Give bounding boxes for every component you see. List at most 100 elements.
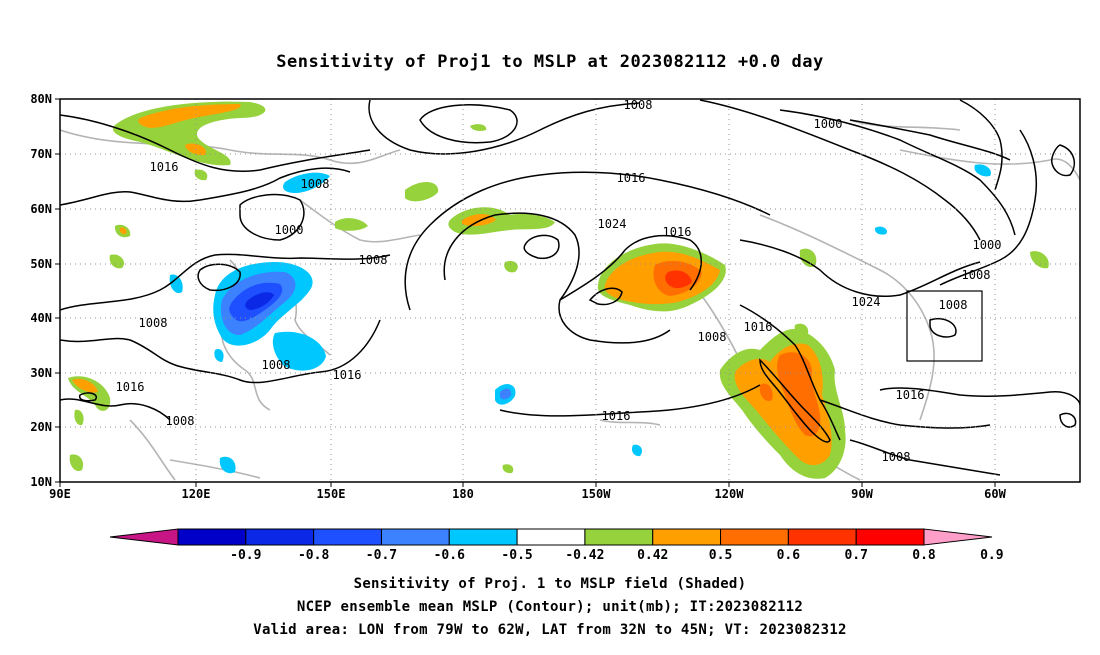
x-tick-label: 120E (182, 487, 211, 501)
y-tick-label: 40N (30, 311, 52, 325)
map-frame (59, 98, 1081, 483)
y-tick-label: 20N (30, 420, 52, 434)
colorbar-cell (787, 528, 857, 546)
contour-label: 1000 (275, 223, 304, 237)
shade-negative (874, 226, 888, 235)
contour-label: 1008 (139, 316, 168, 330)
shade-negative (500, 388, 512, 400)
colorbar-label: -0.7 (366, 548, 397, 563)
x-tick-label: 90E (49, 487, 71, 501)
shade-positive (502, 464, 514, 474)
shade-positive (799, 248, 817, 268)
shade-positive (1030, 251, 1049, 269)
shade-positive (335, 218, 368, 231)
contour-label: 1000 (973, 238, 1002, 252)
contour-label: 1008 (624, 98, 653, 112)
shade-negative (283, 172, 330, 194)
contour-label: 1016 (116, 380, 145, 394)
contour-label: 1016 (150, 160, 179, 174)
colorbar: -0.9 -0.8 -0.7 -0.6 -0.5 -0.42 0.42 0.5 0.6 0.7 0.… (109, 528, 1004, 563)
shade-positive (185, 143, 206, 156)
x-tick-label: 150E (317, 487, 346, 501)
tick-marks (55, 98, 996, 487)
colorbar-label: 0.9 (980, 548, 1003, 563)
contour-label: 1016 (744, 320, 773, 334)
contour-label: 1008 (698, 330, 727, 344)
colorbar-cell (313, 528, 382, 546)
contour-label: 1016 (896, 388, 925, 402)
colorbar-cell (516, 528, 586, 546)
shade-positive (69, 454, 84, 472)
colorbar-high-arrow (923, 528, 993, 546)
colorbar-cell (380, 528, 450, 546)
shade-negative (974, 164, 991, 177)
colorbar-label: -0.8 (298, 548, 329, 563)
shade-negative (214, 349, 224, 362)
colorbar-cell (177, 528, 247, 546)
shade-positive (138, 104, 241, 128)
colorbar-label: 0.8 (912, 548, 936, 563)
contour-label: 1008 (359, 253, 388, 267)
x-tick-label: 150W (582, 487, 612, 501)
colorbar-label: -0.5 (501, 548, 532, 563)
sensitivity-shading (68, 101, 1049, 479)
x-tick-label: 90W (851, 487, 873, 501)
shade-positive (794, 323, 809, 339)
valid-area-box (906, 290, 983, 362)
shade-negative (219, 456, 236, 474)
y-tick-label: 10N (30, 475, 52, 489)
y-tick-label: 60N (30, 202, 52, 216)
shade-positive (109, 254, 125, 269)
contour-label: 1024 (852, 295, 881, 309)
contour-label: 1008 (962, 268, 991, 282)
contour-label: 1008 (939, 298, 968, 312)
mslp-contours (60, 99, 1080, 476)
shade-positive (405, 181, 439, 202)
colorbar-label: 0.6 (777, 548, 801, 563)
contour-label: 1008 (301, 177, 330, 191)
contour-label: 1016 (663, 225, 692, 239)
shade-positive (194, 169, 208, 181)
figure-title: Sensitivity of Proj1 to MSLP at 20230821… (276, 52, 823, 72)
contour-label: 1008 (882, 450, 911, 464)
colorbar-label: -0.6 (434, 548, 465, 563)
shade-positive (72, 378, 98, 393)
colorbar-cell (448, 528, 518, 546)
colorbar-cell (855, 528, 925, 546)
shade-positive (448, 207, 555, 235)
contour-label: 1008 (166, 414, 195, 428)
contour-label: 1016 (333, 368, 362, 382)
shade-negative (169, 274, 183, 294)
colorbar-label: -0.42 (565, 548, 604, 563)
colorbar-cell (720, 528, 789, 546)
contour-label: 1008 (262, 358, 291, 372)
colorbar-label: 0.42 (637, 548, 668, 563)
caption-shaded: Sensitivity of Proj. 1 to MSLP field (Sh… (354, 576, 747, 592)
colorbar-label: -0.9 (230, 548, 261, 563)
caption-contour: NCEP ensemble mean MSLP (Contour); unit(… (297, 599, 803, 615)
shade-negative (272, 331, 326, 371)
caption-valid-area: Valid area: LON from 79W to 62W, LAT fro… (253, 622, 847, 638)
colorbar-label: 0.7 (844, 548, 867, 563)
colorbar-cells (109, 528, 993, 546)
contour-label: 1000 (814, 117, 843, 131)
colorbar-cell (652, 528, 722, 546)
shade-positive (665, 270, 692, 289)
shade-positive (74, 409, 84, 426)
colorbar-label: 0.5 (709, 548, 732, 563)
shade-positive (119, 227, 127, 235)
contour-labels: 1008 1000 1016 1008 1016 1000 1008 1008 … (116, 98, 1002, 464)
y-tick-label: 70N (30, 147, 52, 161)
colorbar-low-arrow (109, 528, 179, 546)
shade-negative (245, 292, 274, 310)
lat-lon-grid (60, 99, 1080, 482)
x-tick-label: 60W (984, 487, 1006, 501)
y-tick-label: 30N (30, 366, 52, 380)
y-tick-label: 50N (30, 257, 52, 271)
shade-positive (470, 124, 487, 131)
colorbar-labels: -0.9 -0.8 -0.7 -0.6 -0.5 -0.42 0.42 0.5 0.6 0.7 0.… (230, 548, 1003, 563)
shade-positive (759, 383, 773, 402)
shade-negative (631, 444, 643, 457)
colorbar-cell (245, 528, 315, 546)
